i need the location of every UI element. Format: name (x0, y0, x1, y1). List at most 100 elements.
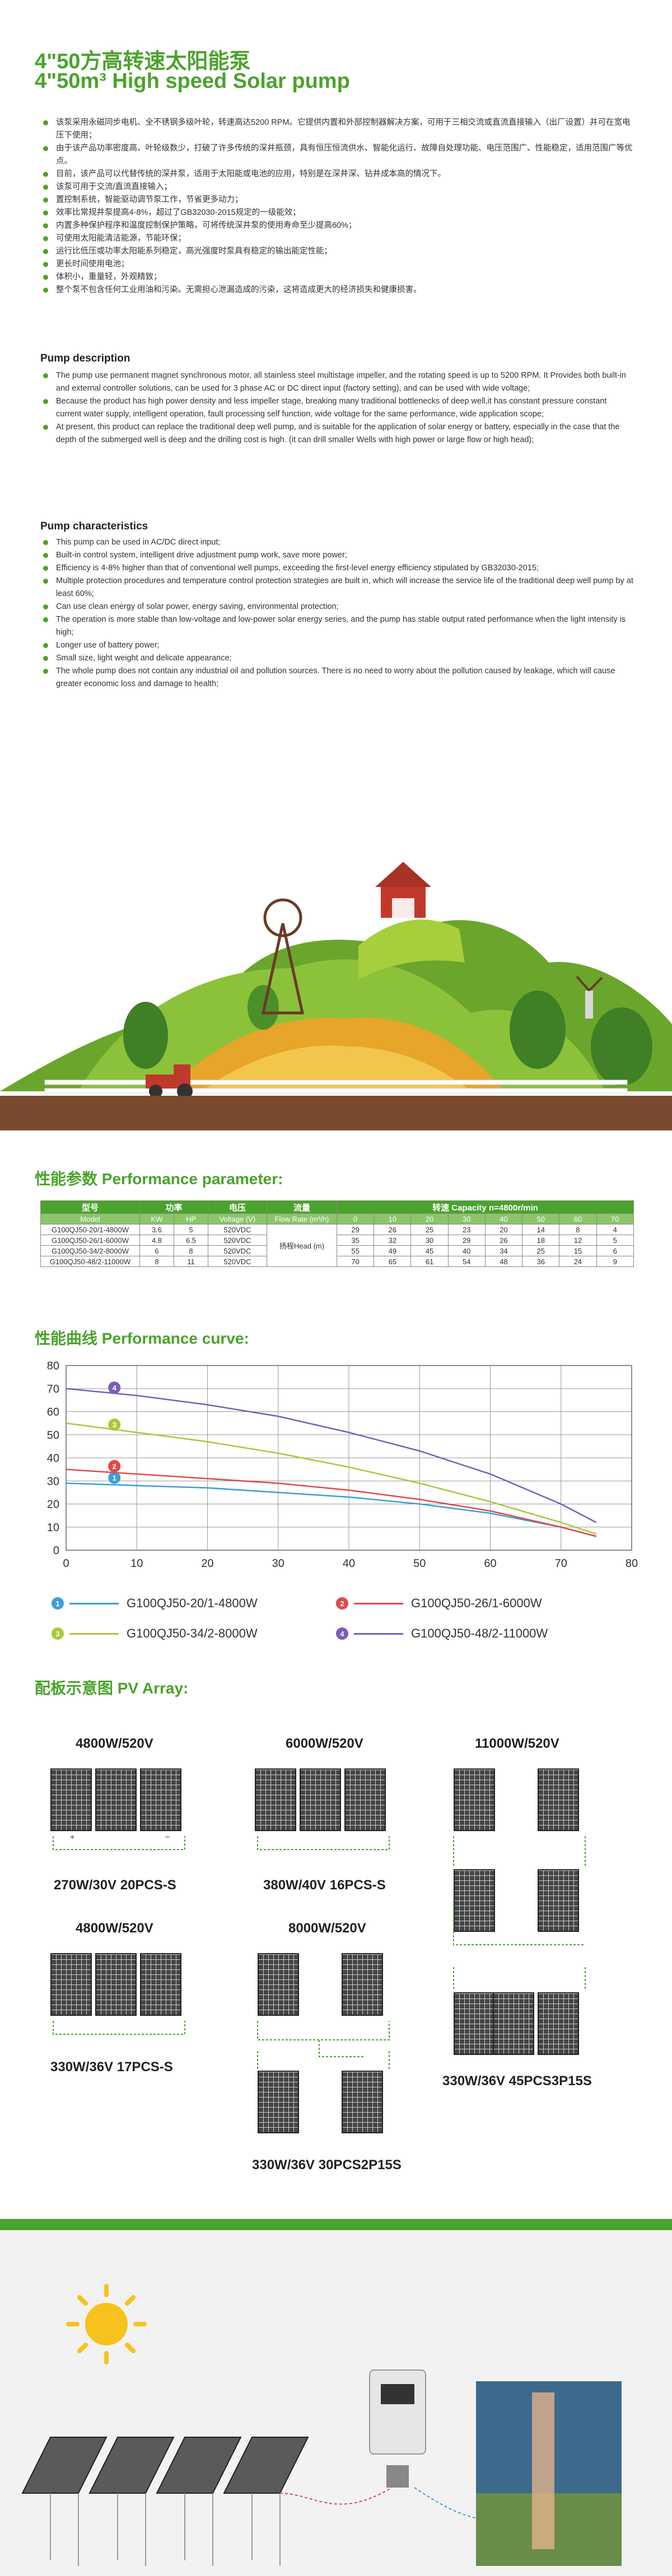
legend-line (69, 1602, 119, 1604)
series-badge-label: 2 (113, 1462, 116, 1471)
cn-bullet: 该泵可用于交流/直流直接输入； (40, 181, 634, 194)
th-model: 型号 (40, 1200, 140, 1214)
pv-group-4-bottom: 330W/36V 17PCS-S (50, 2059, 173, 2075)
series-badge-4 (108, 1381, 121, 1394)
flow-0: 0 (336, 1213, 375, 1224)
chars-item: Efficiency is 4-8% higher than that of c… (40, 562, 634, 575)
cn-bullet: 可使用太阳能清洁能源，节能环保； (40, 232, 634, 245)
flow-50: 50 (522, 1213, 560, 1224)
farm-illustration (0, 778, 672, 1130)
perf-param-title: 性能参数 Performance parameter: (35, 1170, 283, 1188)
chars-heading: Pump characteristics (40, 520, 148, 532)
cell-voltage: 520VDC (208, 1256, 267, 1267)
chars-list: This pump can be used in AC/DC direct in… (40, 536, 634, 691)
pv-group-5-bottom: 330W/36V 30PCS2P15S (252, 2157, 402, 2173)
cell-kw: 4.8 (139, 1235, 174, 1246)
cell-head: 54 (447, 1256, 486, 1267)
solar-panel (140, 1953, 181, 2016)
cn-bullet: 该泵采用永磁同步电机、全不锈钢多级叶轮，转速高达5200 RPM。它提供内置和外… (40, 116, 634, 142)
plot-frame (66, 1365, 632, 1551)
chars-item: Multiple protection procedures and tempe… (40, 575, 634, 600)
cn-bullet: 由于该产品功率密度高、叶轮级数少，打破了许多传统的深井瓶颈，具有恒压恒流供水、智… (40, 142, 634, 168)
cell-kw: 6 (139, 1245, 174, 1256)
cell-head: 25 (522, 1245, 560, 1256)
sub-model: Model (40, 1213, 140, 1224)
title-en: 4"50m³ High speed Solar pump (35, 69, 350, 93)
cn-bullet: 更长时间使用电池； (40, 258, 634, 271)
x-tick-label: 80 (626, 1557, 638, 1570)
th-power: 功率 (139, 1200, 208, 1214)
cell-head: 14 (522, 1224, 560, 1235)
cn-bullet: 置控制系统，智能驱动调节泵工作，节省更多动力； (40, 194, 634, 207)
pv-array-title: 配板示意图 PV Array: (35, 1679, 189, 1697)
cell-head: 9 (596, 1256, 634, 1267)
th-flow: 流量 (267, 1200, 337, 1214)
cn-bullet: 整个泵不包含任何工业用油和污染。无需担心泄漏造成的污染，这将造成更大的经济损失和… (40, 284, 634, 297)
solar-panel (454, 1992, 495, 2055)
table-row: G100QJ50-26/1-6000W 4.8 6.5 520VDC 35 32… (40, 1235, 634, 1246)
chars-item: The operation is more stable than low-vo… (40, 613, 634, 639)
cell-head: 4 (596, 1224, 634, 1235)
cell-head: 18 (522, 1235, 560, 1246)
solar-panel (493, 1992, 534, 2055)
x-tick-label: 50 (413, 1557, 426, 1570)
cn-bullet: 内置多种保护程序和温度控制保护策略，可将传统深井泵的使用寿命至少提高60%； (40, 219, 634, 232)
solar-panel (258, 2071, 299, 2133)
series-badge-label: 1 (113, 1474, 116, 1482)
cell-head: 36 (522, 1256, 560, 1267)
cell-voltage: 520VDC (208, 1245, 267, 1256)
solar-array (21, 2437, 309, 2566)
series-badge-1 (108, 1471, 121, 1484)
legend-item-2: 2 G100QJ50-26/1-6000W (336, 1595, 542, 1612)
legend-item-1: 1 G100QJ50-20/1-4800W (52, 1595, 258, 1612)
flow-30: 30 (447, 1213, 486, 1224)
cell-head: 34 (484, 1245, 523, 1256)
th-voltage: 电压 (208, 1200, 267, 1214)
pv-group-3-top: 11000W/520V (475, 1736, 559, 1751)
legend-line (354, 1632, 403, 1635)
pv-wiring-2 (257, 1836, 390, 1850)
y-tick-label: 70 (47, 1383, 59, 1395)
legend-badge: 2 (336, 1597, 348, 1610)
x-tick-label: 10 (130, 1557, 143, 1570)
solar-panel (95, 1768, 137, 1831)
legend-badge: 1 (52, 1597, 64, 1610)
cn-bullet: 目前，该产品可以代替传统的深井泵，适用于太阳能或电池的应用，特别是在深井深、钻井… (40, 168, 634, 181)
pump-controller (369, 2369, 426, 2488)
performance-table: 型号 功率 电压 流量 转速 Capacity n=4800r/min Mode… (40, 1200, 634, 1267)
series-line-4 (66, 1388, 597, 1523)
flow-20: 20 (410, 1213, 449, 1224)
solar-panel (140, 1768, 181, 1831)
table-row: G100QJ50-48/2-11000W 8 11 520VDC 70 65 6… (40, 1256, 634, 1267)
y-tick-label: 80 (47, 1360, 59, 1372)
y-tick-label: 30 (47, 1475, 59, 1488)
table-row: G100QJ50-20/1-4800W 3.6 5 520VDC 扬程Head … (40, 1224, 634, 1267)
svg-text:+: + (70, 1833, 74, 1841)
legend-line (354, 1602, 403, 1604)
x-tick-label: 20 (201, 1557, 213, 1570)
cell-head: 26 (484, 1235, 523, 1246)
legend-label: G100QJ50-20/1-4800W (127, 1596, 258, 1610)
flow-10: 10 (374, 1213, 412, 1224)
cell-head: 15 (559, 1245, 597, 1256)
pv-wiring-1: + − (53, 1833, 185, 1850)
legend-badge: 4 (336, 1627, 348, 1640)
pv-group-2-top: 6000W/520V (286, 1736, 363, 1751)
svg-text:−: − (165, 1833, 170, 1841)
solar-panel (538, 1768, 579, 1831)
legend-label: G100QJ50-48/2-11000W (411, 1626, 548, 1640)
pv-wiring-3 (453, 1836, 586, 1990)
legend-item-4: 4 G100QJ50-48/2-11000W (336, 1625, 548, 1642)
solar-panel (255, 1768, 296, 1831)
cell-head: 45 (410, 1245, 449, 1256)
cell-head: 48 (484, 1256, 523, 1267)
legend-label: G100QJ50-26/1-6000W (411, 1596, 542, 1610)
series-badge-label: 3 (113, 1421, 116, 1429)
th-speed: 转速 Capacity n=4800r/min (337, 1200, 634, 1214)
solar-panel (95, 1953, 137, 2016)
cell-head: 55 (336, 1245, 375, 1256)
y-tick-label: 40 (47, 1452, 59, 1465)
series-badge-label: 4 (113, 1384, 117, 1392)
cell-head: 61 (410, 1256, 449, 1267)
cell-head: 6 (596, 1245, 634, 1256)
